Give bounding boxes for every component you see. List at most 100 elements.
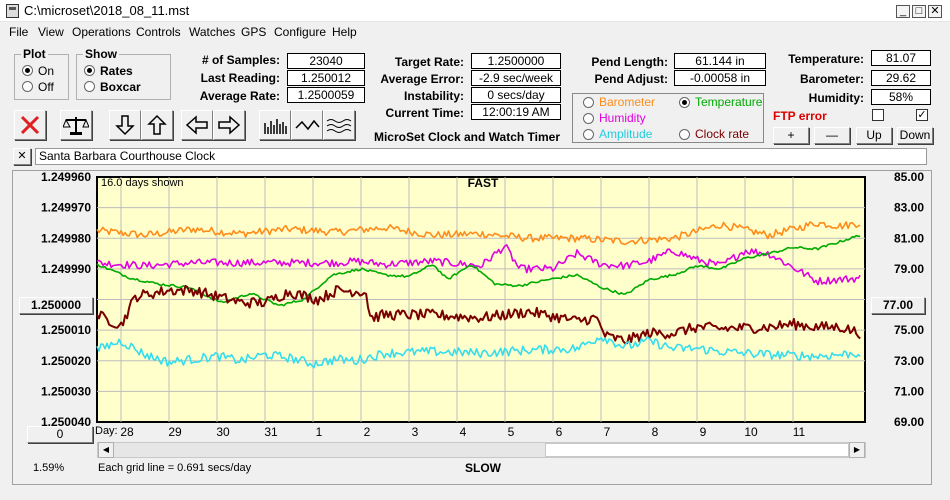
horizontal-scrollbar[interactable]: ◀ ▶: [97, 442, 866, 458]
grid-note: Each grid line = 0.691 secs/day: [98, 462, 252, 474]
plot-group: Plot On Off: [14, 47, 69, 100]
x-tick-label: 11: [793, 425, 806, 439]
scrollbar-thumb[interactable]: [545, 443, 849, 457]
plot-off-label: Off: [38, 80, 54, 94]
right-axis-center-button[interactable]: 77.00: [871, 297, 925, 314]
radio-dot[interactable]: [84, 81, 95, 92]
option-amplitude-label: Amplitude: [599, 127, 653, 141]
radio-dot[interactable]: [583, 129, 594, 140]
x-tick-label: 6: [556, 425, 563, 439]
left-tick-label: 1.249980: [41, 231, 91, 245]
close-window-button[interactable]: ✕: [928, 5, 942, 18]
fast-label: FAST: [467, 176, 499, 190]
right-tick-label: 85.00: [894, 171, 924, 184]
adjust-up-button[interactable]: Up: [856, 127, 892, 144]
x-tick-label: 29: [168, 425, 182, 439]
x-tick-label: 8: [652, 425, 659, 439]
menu-help[interactable]: Help: [332, 25, 357, 39]
scroll-up-button[interactable]: [141, 110, 173, 140]
barometer-label: Barometer:: [799, 72, 864, 86]
left-tick-label: 1.250040: [41, 415, 91, 429]
ftp-checkbox-1[interactable]: [872, 109, 884, 121]
left-tick-label: 1.249970: [41, 201, 91, 215]
x-tick-label: 3: [412, 425, 419, 439]
current-time-label: Current Time:: [385, 106, 464, 120]
right-tick-label: 75.00: [894, 323, 924, 337]
menu-configure[interactable]: Configure: [274, 25, 327, 39]
bar-graph-button[interactable]: [259, 110, 291, 140]
close-icon: ✕: [17, 150, 27, 162]
x-tick-label: 4: [460, 425, 467, 439]
scroll-right-button[interactable]: [213, 110, 245, 140]
radio-dot[interactable]: [583, 97, 594, 108]
radio-dot[interactable]: [583, 113, 594, 124]
arrow-right-icon: [218, 115, 241, 135]
adjust-plus-button[interactable]: +: [773, 127, 809, 144]
temperature-label: Temperature:: [788, 52, 864, 66]
menu-bar: File View Operations Controls Watches GP…: [0, 22, 950, 42]
adjust-down-button[interactable]: Down: [897, 127, 933, 144]
pend-length-field[interactable]: 61.144 in: [674, 53, 766, 69]
stop-button[interactable]: [14, 110, 46, 140]
samples-field: 23040: [287, 53, 365, 69]
menu-gps[interactable]: GPS: [241, 25, 267, 39]
left-tick-label: 1.250030: [41, 384, 91, 398]
arrow-left-icon: [185, 115, 208, 135]
show-rates-label: Rates: [100, 64, 133, 78]
ftp-checkbox-2[interactable]: ✓: [916, 109, 928, 121]
last-reading-label: Last Reading:: [200, 71, 280, 85]
show-group: Show Rates Boxcar: [76, 47, 171, 100]
instability-field: 0 secs/day: [471, 87, 561, 103]
x-tick-label: 7: [604, 425, 611, 439]
target-rate-field[interactable]: 1.2500000: [471, 53, 561, 69]
menu-watches[interactable]: Watches: [189, 25, 236, 39]
pend-adjust-field[interactable]: -0.00058 in: [674, 70, 766, 86]
app-caption: MicroSet Clock and Watch Timer: [373, 130, 561, 144]
left-tick-label: 1.250020: [41, 354, 91, 368]
line-graph-icon: [295, 119, 320, 131]
radio-dot[interactable]: [679, 129, 690, 140]
slow-label: SLOW: [465, 461, 501, 475]
scroll-right-arrow-icon[interactable]: ▶: [849, 442, 865, 458]
x-tick-label: 9: [700, 425, 707, 439]
adjust-minus-button[interactable]: —: [814, 127, 850, 144]
check-mark-icon: ✓: [917, 109, 927, 121]
x-tick-label: 1: [316, 425, 323, 439]
radio-dot[interactable]: [679, 97, 690, 108]
wave-graph-button[interactable]: [323, 110, 355, 140]
rate-chart: 1.249960 1.249970 1.249980 1.249990 1.250010…: [41, 171, 924, 439]
radio-dot[interactable]: [84, 65, 95, 76]
menu-view[interactable]: View: [38, 25, 64, 39]
average-error-label: Average Error:: [380, 72, 464, 86]
option-humidity-label: Humidity: [599, 111, 646, 125]
balance-button[interactable]: [60, 110, 92, 140]
offset-button[interactable]: 0: [27, 426, 93, 443]
maximize-button[interactable]: □: [912, 5, 926, 18]
humidity-series-line: [96, 244, 861, 286]
line-graph-button[interactable]: [291, 110, 323, 140]
right-tick-label: 71.00: [894, 384, 924, 398]
left-axis-center-button[interactable]: 1.250000: [19, 297, 93, 314]
scroll-left-button[interactable]: [181, 110, 213, 140]
app-icon[interactable]: [6, 4, 19, 18]
plot-series-options: Barometer Temperature Humidity Amplitude…: [572, 93, 764, 143]
x-tick-label: 30: [216, 425, 230, 439]
clear-name-button[interactable]: ✕: [13, 148, 31, 165]
menu-operations[interactable]: Operations: [72, 25, 131, 39]
samples-label: # of Samples:: [201, 53, 280, 67]
percent-label: 1.59%: [33, 462, 65, 474]
radio-dot[interactable]: [22, 81, 33, 92]
ftp-error-label: FTP error: [773, 109, 827, 123]
option-barometer-label: Barometer: [599, 95, 656, 109]
menu-controls[interactable]: Controls: [136, 25, 181, 39]
menu-file[interactable]: File: [9, 25, 29, 39]
temperature-field: 81.07: [871, 50, 931, 66]
minimize-button[interactable]: _: [896, 5, 910, 18]
left-tick-label: 1.249990: [41, 262, 91, 276]
x-tick-label: 5: [508, 425, 515, 439]
radio-dot[interactable]: [22, 65, 33, 76]
clock-name-input[interactable]: Santa Barbara Courthouse Clock: [35, 148, 927, 165]
scroll-left-arrow-icon[interactable]: ◀: [98, 442, 114, 458]
pend-length-label: Pend Length:: [591, 55, 668, 69]
scroll-down-button[interactable]: [109, 110, 141, 140]
